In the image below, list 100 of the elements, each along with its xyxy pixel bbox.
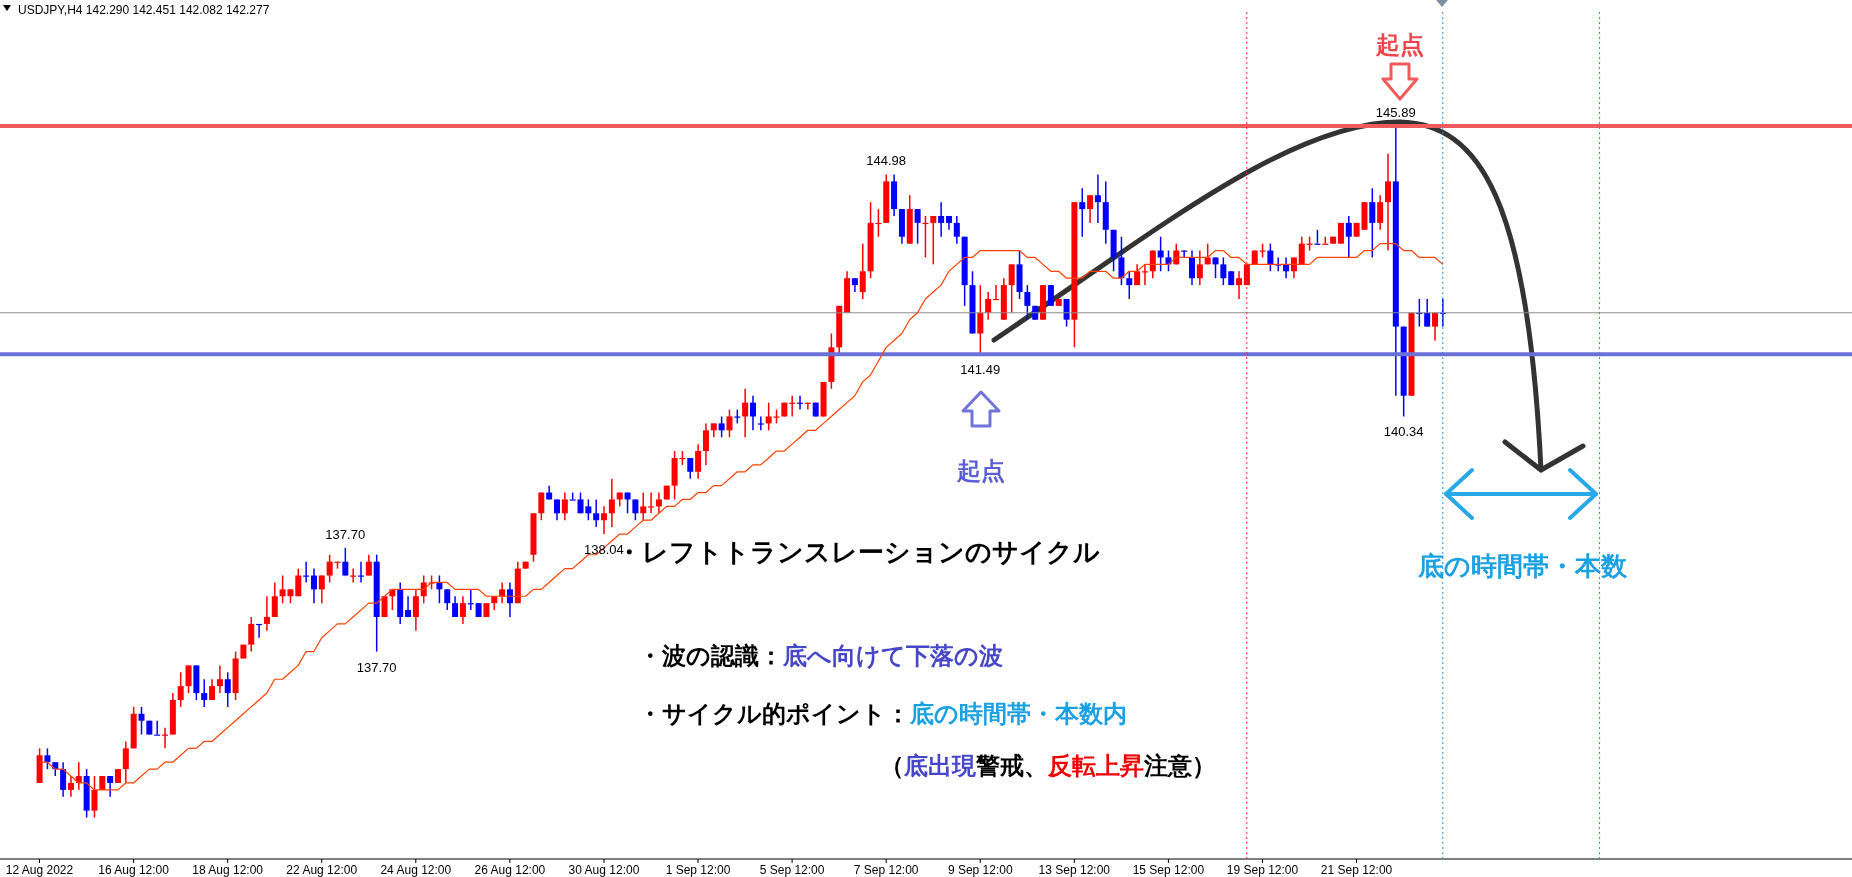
x-tick-label: 9 Sep 12:00 (947, 862, 1013, 877)
candlestick (695, 443, 702, 480)
candlestick (1047, 284, 1054, 307)
candlestick (702, 422, 709, 466)
candlestick (295, 567, 302, 598)
candlestick (60, 761, 67, 798)
x-tick-label: 24 Aug 12:00 (380, 862, 452, 877)
candlestick (1267, 242, 1274, 273)
candlestick (1220, 256, 1227, 286)
chart-title: USDJPY,H4 142.290 142.451 142.082 142.277 (18, 3, 270, 17)
candlestick (209, 678, 216, 701)
candlestick (1079, 187, 1086, 238)
annotation: ・波の認識： (638, 641, 783, 669)
candlestick (538, 491, 545, 521)
candlestick (1008, 263, 1015, 314)
candlestick (44, 747, 51, 770)
candlestick (1345, 215, 1352, 259)
candlestick (499, 581, 506, 604)
x-tick-label: 26 Aug 12:00 (474, 862, 546, 877)
annotation: 137.70 (356, 659, 397, 675)
candlestick (1298, 235, 1305, 266)
annotation: ・サイクル的ポイント： (638, 699, 910, 727)
annotation: 警戒、 (975, 751, 1048, 779)
candlestick (765, 401, 772, 432)
candlestick (310, 567, 317, 604)
candlestick (177, 671, 184, 708)
candlestick (757, 415, 764, 432)
candlestick (107, 775, 114, 798)
annotation: （ (880, 751, 904, 779)
x-tick-label: 30 Aug 12:00 (568, 862, 640, 877)
annotation: 137.70 (325, 526, 366, 542)
candlestick (138, 706, 145, 736)
x-tick-label: 16 Aug 12:00 (98, 862, 170, 877)
candlestick (726, 408, 733, 438)
x-tick-label: 15 Sep 12:00 (1132, 862, 1205, 877)
candlestick (216, 664, 223, 694)
candlestick (263, 595, 270, 632)
candlestick (1377, 194, 1384, 231)
candlestick (122, 740, 129, 784)
candlestick (655, 491, 662, 515)
candlestick (1432, 312, 1439, 342)
candlestick (1087, 194, 1094, 224)
annotation: 注意） (1143, 751, 1216, 779)
annotation: 起点 (956, 456, 1005, 484)
annotation: 140.34 (1383, 424, 1424, 440)
x-tick-label: 7 Sep 12:00 (853, 862, 919, 877)
candlestick (224, 671, 231, 708)
candlestick (1118, 235, 1125, 286)
candlestick (742, 388, 749, 438)
annotation: 144.98 (866, 153, 907, 169)
candlestick (1189, 249, 1195, 286)
candlestick (342, 547, 349, 577)
candlestick (648, 491, 655, 515)
candlestick (459, 595, 466, 625)
x-tick-label: 13 Sep 12:00 (1038, 862, 1111, 877)
candlestick (412, 588, 419, 632)
candlestick (91, 775, 98, 819)
candlestick (1369, 187, 1376, 259)
candlestick (608, 477, 615, 528)
candlestick (248, 616, 255, 653)
candlestick (593, 498, 600, 528)
candlestick (365, 554, 372, 577)
annotation: 145.89 (1375, 105, 1416, 121)
candlestick (930, 215, 937, 266)
annotation: 反転上昇 (1047, 751, 1144, 779)
candlestick (1212, 256, 1219, 279)
candlestick (859, 242, 866, 300)
candlestick (318, 574, 325, 604)
candlestick (1290, 256, 1297, 279)
candlestick (271, 581, 278, 618)
candlestick (201, 678, 208, 708)
candlestick (632, 498, 639, 521)
candlestick (67, 775, 74, 798)
x-tick-label: 22 Aug 12:00 (286, 862, 358, 877)
candlestick (554, 498, 560, 521)
x-tick-label: 1 Sep 12:00 (665, 862, 731, 877)
x-tick-label: 19 Sep 12:00 (1226, 862, 1299, 877)
annotation: 底出現 (903, 751, 977, 779)
candlestick (601, 505, 608, 535)
candlestick (1196, 249, 1203, 286)
candlestick (749, 394, 756, 432)
candlestick (985, 291, 992, 321)
candlestick (1165, 249, 1172, 273)
x-tick-label: 21 Sep 12:00 (1320, 862, 1393, 877)
candlestick (444, 588, 451, 611)
candlestick (185, 664, 192, 694)
text: 起点 (1375, 30, 1424, 58)
candlestick (1424, 298, 1431, 328)
candlestick (1126, 270, 1133, 300)
x-tick-label: 12 Aug 2022 (5, 862, 74, 877)
candlestick (420, 574, 427, 604)
x-tick-label: 5 Sep 12:00 (759, 862, 825, 877)
candlestick (914, 208, 921, 245)
candlestick (506, 581, 513, 618)
candlestick (1094, 173, 1101, 224)
candlestick (561, 491, 568, 521)
annotation: 141.49 (960, 362, 1001, 378)
candlestick (938, 201, 945, 238)
candlestick (1236, 270, 1243, 300)
x-tick-label: 18 Aug 12:00 (192, 862, 264, 877)
